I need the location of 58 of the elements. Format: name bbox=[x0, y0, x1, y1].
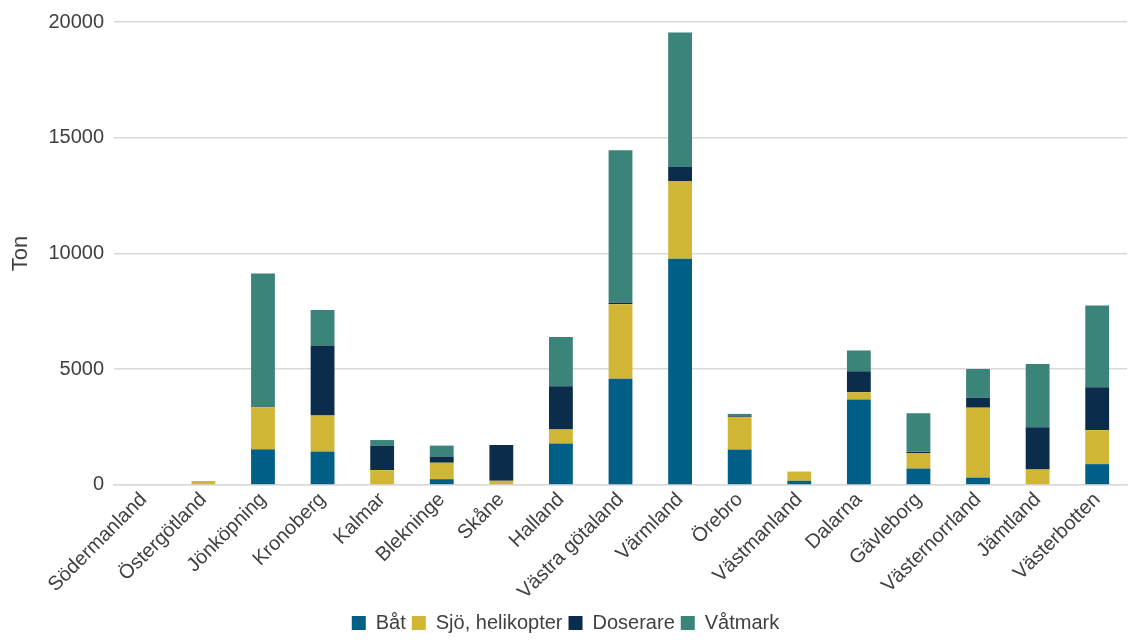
bar bbox=[429, 456, 454, 463]
bar bbox=[727, 416, 752, 450]
bar bbox=[966, 368, 990, 398]
bar bbox=[549, 337, 573, 387]
bar bbox=[429, 445, 454, 457]
bar bbox=[608, 304, 633, 379]
bar bbox=[310, 345, 335, 416]
bar bbox=[608, 378, 633, 485]
bar bbox=[251, 449, 275, 485]
bar bbox=[251, 273, 275, 407]
bar bbox=[906, 453, 931, 469]
bar bbox=[906, 468, 931, 485]
bar bbox=[846, 399, 871, 485]
bar bbox=[1025, 363, 1050, 428]
bar bbox=[310, 451, 335, 485]
bar bbox=[191, 481, 216, 485]
bar bbox=[1085, 387, 1110, 431]
bar bbox=[549, 429, 573, 444]
bar bbox=[668, 258, 693, 485]
y-tick-label: 15000 bbox=[48, 125, 105, 148]
bar bbox=[966, 407, 990, 478]
y-tick-label: 0 bbox=[92, 472, 105, 495]
bar bbox=[429, 479, 454, 485]
bar bbox=[787, 471, 812, 481]
bar bbox=[370, 470, 395, 485]
bar bbox=[489, 444, 514, 481]
y-tick-label: 10000 bbox=[48, 241, 105, 263]
bar bbox=[429, 462, 454, 480]
y-axis-title: Ton bbox=[7, 235, 33, 272]
bar bbox=[549, 443, 573, 485]
bar bbox=[668, 166, 693, 182]
bar bbox=[1085, 430, 1110, 465]
bar bbox=[549, 386, 573, 430]
bar bbox=[310, 309, 335, 346]
legend-label: Doserare bbox=[592, 610, 675, 633]
bar bbox=[251, 407, 275, 450]
bar bbox=[1085, 464, 1110, 485]
bar bbox=[966, 477, 990, 485]
bar bbox=[608, 150, 633, 303]
bar bbox=[966, 397, 990, 408]
bar bbox=[370, 445, 395, 471]
bar bbox=[310, 415, 335, 452]
legend-label: Våtmark bbox=[704, 610, 781, 633]
bar bbox=[668, 32, 693, 167]
bar bbox=[370, 440, 395, 446]
bar bbox=[846, 371, 871, 393]
bar bbox=[668, 181, 693, 259]
bar bbox=[1025, 427, 1050, 470]
y-tick-label: 20000 bbox=[48, 9, 105, 32]
legend-label: Sjö, helikopter bbox=[435, 610, 563, 633]
legend-label: Båt bbox=[375, 610, 407, 633]
bar bbox=[906, 413, 931, 452]
bar bbox=[846, 392, 871, 400]
bar bbox=[1085, 305, 1110, 388]
y-tick-label: 5000 bbox=[59, 356, 105, 379]
bar bbox=[1025, 469, 1050, 485]
bar bbox=[846, 350, 871, 372]
bar bbox=[727, 449, 752, 485]
